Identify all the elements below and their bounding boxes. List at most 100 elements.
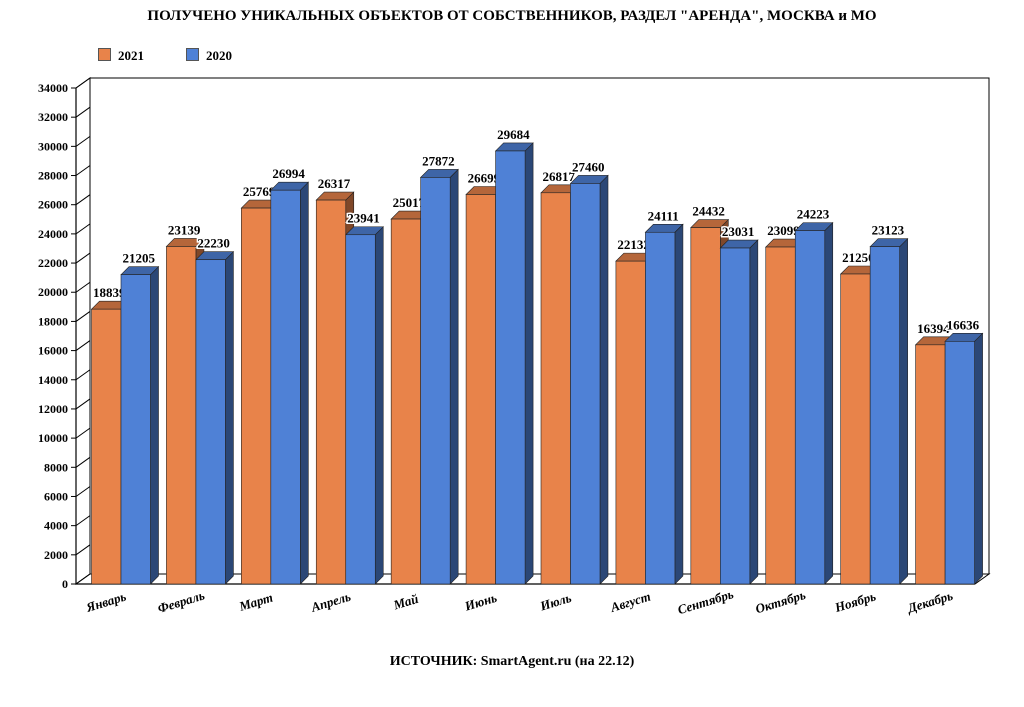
y-tick-label: 0 — [62, 577, 68, 591]
x-tick-label: Декабрь — [905, 588, 955, 616]
y-tick-label: 34000 — [38, 81, 68, 95]
data-label-2021: 24432 — [692, 204, 725, 219]
y-tick-depth — [75, 544, 91, 556]
y-tick-depth — [75, 223, 91, 235]
data-label-2020: 24111 — [648, 208, 679, 223]
x-tick-label: Февраль — [156, 587, 207, 615]
plot-back-wall — [89, 77, 990, 575]
y-tick-depth — [75, 456, 91, 468]
x-tick-label: Январь — [83, 589, 127, 616]
bar-2021 — [915, 344, 946, 585]
x-tick-label: Сентябрь — [676, 586, 736, 617]
y-tick-depth — [75, 77, 91, 89]
data-label-2020: 27872 — [422, 153, 455, 168]
data-label-2020: 26994 — [272, 166, 305, 181]
y-tick-label: 12000 — [38, 402, 68, 416]
data-label-2020: 24223 — [797, 207, 830, 222]
bar-side-2020 — [899, 237, 908, 585]
legend-label-2021: 2021 — [118, 48, 144, 63]
data-label-2020: 27460 — [572, 159, 605, 174]
y-tick-depth — [75, 165, 91, 176]
legend-item-2020: 2020 — [186, 48, 232, 64]
bar-2021 — [690, 227, 721, 585]
data-label-2021: 25017 — [393, 195, 426, 210]
y-tick-depth — [75, 340, 91, 351]
legend-swatch-2021 — [98, 48, 111, 61]
bar-side-2020 — [300, 181, 309, 585]
y-tick-label: 2000 — [44, 548, 68, 562]
legend-item-2021: 2021 — [98, 48, 144, 64]
bar-2021 — [241, 207, 272, 585]
y-tick-label: 14000 — [38, 373, 68, 387]
data-label-2020: 16636 — [947, 317, 980, 332]
data-label-2020: 21205 — [123, 251, 156, 266]
legend-swatch-2020 — [186, 48, 199, 61]
legend-label-2020: 2020 — [206, 48, 232, 63]
bar-2020 — [495, 150, 526, 585]
data-label-2021: 18839 — [93, 285, 126, 300]
bar-2021 — [615, 260, 646, 585]
y-tick-label: 22000 — [38, 256, 68, 270]
bar-2020 — [420, 177, 451, 585]
y-tick-depth — [75, 515, 91, 527]
y-tick-label: 4000 — [44, 519, 68, 533]
y-tick-depth — [75, 135, 91, 147]
bar-side-2020 — [449, 168, 459, 585]
y-tick-label: 30000 — [38, 139, 68, 153]
chart-title: ПОЛУЧЕНО УНИКАЛЬНЫХ ОБЪЕКТОВ ОТ СОБСТВЕН… — [147, 8, 877, 24]
plot-side-wall — [75, 77, 91, 585]
bar-2020 — [270, 189, 301, 585]
bar-2021 — [315, 199, 347, 585]
data-label-2021: 25769 — [243, 184, 276, 199]
y-tick-label: 10000 — [38, 431, 68, 445]
y-tick-depth — [75, 106, 91, 118]
bar-2021 — [91, 308, 122, 585]
y-tick-depth — [75, 252, 91, 264]
data-label-2020: 23123 — [872, 223, 905, 238]
bar-side-2020 — [524, 142, 534, 585]
y-tick-label: 24000 — [38, 227, 68, 241]
bar-side-2020 — [599, 174, 609, 585]
bar-side-2020 — [150, 265, 159, 585]
y-tick-depth — [75, 311, 91, 322]
y-tick-depth — [75, 427, 91, 439]
bar-side-2020 — [824, 221, 834, 585]
data-label-2021: 23099 — [767, 223, 800, 238]
y-tick-label: 6000 — [44, 489, 68, 503]
bar-side-2020 — [225, 250, 234, 585]
data-label-2021: 16394 — [917, 321, 950, 336]
x-tick-label: Октябрь — [753, 587, 807, 616]
data-label-2020: 23941 — [347, 211, 380, 226]
data-label-2020: 22230 — [197, 236, 230, 251]
bar-2021 — [840, 273, 871, 585]
x-tick-label: Июнь — [462, 590, 499, 614]
data-label-2021: 26699 — [468, 171, 501, 186]
bar-2020 — [794, 230, 826, 585]
bar-2021 — [540, 192, 571, 585]
bar-2021 — [465, 194, 496, 585]
data-label-2020: 29684 — [497, 127, 530, 142]
y-tick-label: 18000 — [38, 314, 68, 328]
y-tick-depth — [75, 486, 91, 497]
x-tick-label: Июль — [537, 590, 573, 614]
y-tick-depth — [75, 194, 91, 206]
data-label-2021: 26317 — [318, 176, 351, 191]
bar-2020 — [195, 259, 226, 585]
bar-2021 — [166, 246, 197, 585]
bar-side-2020 — [674, 223, 684, 585]
data-label-2021: 22132 — [617, 237, 650, 252]
y-tick-label: 26000 — [38, 198, 68, 212]
x-tick-label: Август — [608, 589, 652, 616]
y-tick-depth — [75, 281, 91, 293]
data-label-2021: 23139 — [168, 222, 201, 237]
bar-2020 — [345, 234, 376, 585]
data-label-2021: 26817 — [543, 169, 576, 184]
bar-2020 — [720, 247, 751, 585]
x-tick-label: Март — [236, 590, 274, 615]
bar-2020 — [944, 341, 975, 585]
bar-2021 — [765, 246, 796, 585]
bar-side-2020 — [374, 226, 384, 585]
y-tick-label: 20000 — [38, 285, 68, 299]
data-label-2020: 23031 — [722, 224, 755, 239]
bar-2020 — [120, 274, 151, 585]
